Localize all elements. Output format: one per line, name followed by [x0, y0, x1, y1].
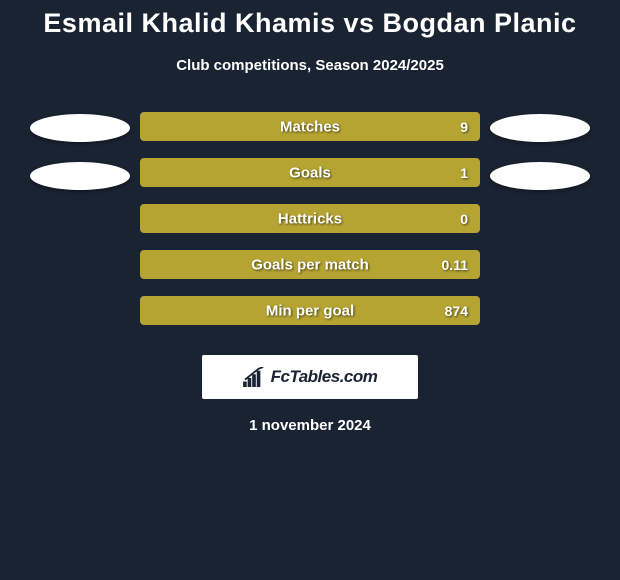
stat-bar-matches: Matches 9: [140, 112, 480, 141]
stat-label: Goals per match: [251, 256, 369, 273]
player-oval: [490, 114, 590, 142]
stat-label: Goals: [289, 164, 331, 181]
branding-box: FcTables.com: [202, 355, 418, 399]
branding-label: FcTables.com: [271, 367, 378, 387]
subtitle: Club competitions, Season 2024/2025: [0, 57, 620, 74]
right-player-col: [480, 112, 600, 210]
left-player-col: [20, 112, 140, 210]
stat-bar-min-per-goal: Min per goal 874: [140, 296, 480, 325]
player-oval: [30, 162, 130, 190]
page-title: Esmail Khalid Khamis vs Bogdan Planic: [0, 8, 620, 39]
player-oval: [30, 114, 130, 142]
stat-value: 874: [445, 303, 468, 319]
stat-bar-goals-per-match: Goals per match 0.11: [140, 250, 480, 279]
stats-area: Matches 9 Goals 1 Hattricks 0 Goals per …: [0, 112, 620, 325]
stat-bar-hattricks: Hattricks 0: [140, 204, 480, 233]
stat-value: 9: [460, 119, 468, 135]
bars-icon: [243, 367, 265, 387]
stat-label: Min per goal: [266, 302, 354, 319]
stat-value: 0.11: [442, 257, 468, 273]
stat-value: 1: [460, 165, 468, 181]
player-oval: [490, 162, 590, 190]
stat-bar-goals: Goals 1: [140, 158, 480, 187]
date-text: 1 november 2024: [0, 417, 620, 434]
stat-label: Matches: [280, 118, 340, 135]
stat-label: Hattricks: [278, 210, 342, 227]
stats-bars: Matches 9 Goals 1 Hattricks 0 Goals per …: [140, 112, 480, 325]
stat-value: 0: [460, 211, 468, 227]
root: Esmail Khalid Khamis vs Bogdan Planic Cl…: [0, 0, 620, 434]
